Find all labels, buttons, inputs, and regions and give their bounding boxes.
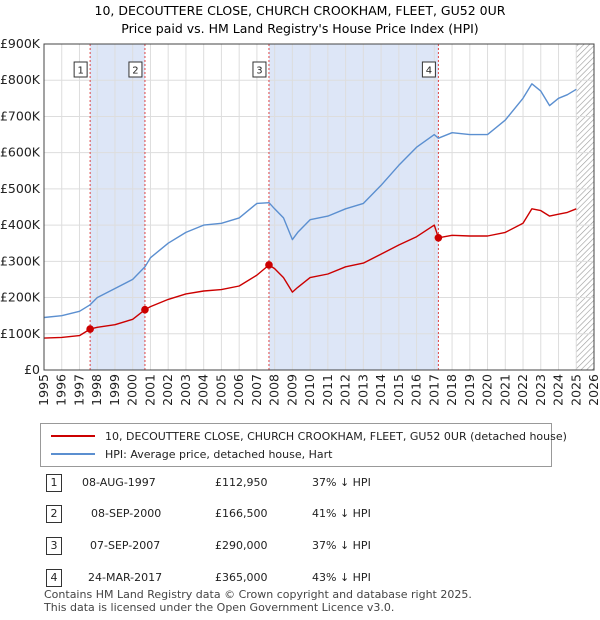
- sale-marker-label: 3: [256, 66, 262, 77]
- transaction-date: 24-MAR-2017: [88, 571, 163, 584]
- chart-subtitle: Price paid vs. HM Land Registry's House …: [121, 21, 478, 36]
- sale-point: [141, 305, 149, 314]
- transaction-number-badge: 2: [46, 505, 62, 523]
- x-tick-label: 2022: [515, 374, 530, 406]
- legend-item-property: 10, DECOUTTERE CLOSE, CHURCH CROOKHAM, F…: [51, 427, 567, 445]
- plot-frame: [43, 43, 595, 371]
- transaction-date: 08-SEP-2000: [91, 507, 162, 520]
- sale-marker-label: 1: [77, 66, 83, 77]
- x-tick-label: 1997: [71, 374, 86, 406]
- property-price-line: [43, 208, 577, 339]
- x-tick-label: 2024: [551, 374, 566, 406]
- x-tick-label: 2014: [373, 374, 388, 406]
- transaction-number-badge: 3: [46, 537, 62, 555]
- x-tick-label: 2008: [267, 374, 282, 406]
- transaction-hpi-diff: 37% ↓ HPI: [312, 539, 371, 552]
- y-tick-label: £400K: [0, 217, 41, 232]
- table-row: 1 08-AUG-1997 £112,950 37% ↓ HPI: [40, 472, 460, 494]
- x-tick-label: 1995: [36, 374, 51, 406]
- table-row: 4 24-MAR-2017 £365,000 43% ↓ HPI: [40, 567, 460, 589]
- sale-marker-label: 4: [426, 66, 432, 77]
- x-tick-label: 2016: [409, 374, 424, 406]
- x-tick-label: 2006: [231, 374, 246, 406]
- table-row: 2 08-SEP-2000 £166,500 41% ↓ HPI: [40, 503, 460, 525]
- x-tick-label: 2010: [302, 374, 317, 406]
- footer-attribution: Contains HM Land Registry data © Crown c…: [44, 588, 472, 614]
- transaction-date: 08-AUG-1997: [82, 476, 156, 489]
- x-tick-label: 2000: [125, 374, 140, 406]
- x-tick-label: 2015: [391, 374, 406, 406]
- chart-legend: 10, DECOUTTERE CLOSE, CHURCH CROOKHAM, F…: [40, 423, 567, 467]
- y-tick-label: £900K: [0, 36, 41, 51]
- x-tick-label: 2011: [320, 374, 335, 406]
- x-tick-label: 2018: [444, 374, 459, 406]
- legend-item-hpi: HPI: Average price, detached house, Hart: [51, 445, 332, 463]
- price-chart: 10, DECOUTTERE CLOSE, CHURCH CROOKHAM, F…: [0, 3, 600, 406]
- x-tick-label: 2023: [533, 374, 548, 406]
- hatched-region: [576, 44, 594, 370]
- sale-marker-box: [421, 61, 436, 78]
- y-tick-label: £300K: [0, 253, 41, 268]
- x-tick-label: 2004: [196, 374, 211, 406]
- y-tick-label: £600K: [0, 145, 41, 160]
- x-tick-label: 2013: [355, 374, 370, 406]
- x-tick-label: 1996: [54, 374, 69, 406]
- sale-marker-box: [252, 61, 267, 78]
- x-tick-label: 2007: [249, 374, 264, 406]
- ownership-period-shade: [90, 44, 145, 370]
- sale-marker-label: 2: [132, 66, 138, 77]
- x-tick-label: 1999: [107, 374, 122, 406]
- x-tick-label: 2009: [284, 374, 299, 406]
- x-tick-label: 2020: [480, 374, 495, 406]
- x-tick-label: 2001: [142, 374, 157, 406]
- footer-line-licence: This data is licensed under the Open Gov…: [44, 601, 395, 614]
- transaction-number-badge: 1: [46, 474, 62, 492]
- legend-label-hpi: HPI: Average price, detached house, Hart: [105, 447, 333, 461]
- transaction-price: £290,000: [215, 539, 268, 552]
- x-tick-label: 2012: [338, 374, 353, 406]
- y-tick-label: £0: [24, 362, 40, 377]
- x-tick-label: 2002: [160, 374, 175, 406]
- sale-point: [434, 233, 443, 242]
- y-tick-label: £200K: [0, 290, 41, 305]
- sale-marker-box: [128, 61, 143, 78]
- x-tick-label: 2017: [426, 374, 441, 406]
- sale-marker-box: [73, 61, 88, 78]
- x-tick-label: 2019: [462, 374, 477, 406]
- legend-swatch-property: [51, 435, 95, 437]
- y-tick-label: £500K: [0, 181, 41, 196]
- y-tick-label: £700K: [0, 108, 41, 123]
- legend-label-property: 10, DECOUTTERE CLOSE, CHURCH CROOKHAM, F…: [105, 429, 567, 443]
- transaction-hpi-diff: 43% ↓ HPI: [312, 571, 371, 584]
- sale-point: [86, 325, 94, 333]
- x-tick-label: 2025: [568, 374, 583, 406]
- chart-title: 10, DECOUTTERE CLOSE, CHURCH CROOKHAM, F…: [95, 3, 506, 18]
- x-tick-label: 2021: [497, 374, 512, 406]
- table-row: 3 07-SEP-2007 £290,000 37% ↓ HPI: [40, 535, 460, 557]
- x-tick-label: 1998: [89, 374, 104, 406]
- y-tick-label: £100K: [0, 326, 41, 341]
- transaction-price: £365,000: [215, 571, 268, 584]
- hpi-line: [43, 83, 577, 319]
- transaction-hpi-diff: 37% ↓ HPI: [312, 476, 371, 489]
- transaction-date: 07-SEP-2007: [90, 539, 161, 552]
- legend-swatch-hpi: [51, 453, 95, 455]
- transaction-hpi-diff: 41% ↓ HPI: [312, 507, 371, 520]
- transaction-number-badge: 4: [46, 569, 62, 587]
- transaction-price: £112,950: [215, 476, 268, 489]
- x-tick-label: 2005: [213, 374, 228, 406]
- footer-line-copyright: Contains HM Land Registry data © Crown c…: [44, 588, 472, 601]
- sale-point: [265, 261, 273, 269]
- x-tick-label: 2003: [178, 374, 193, 406]
- x-tick-label: 2026: [586, 374, 600, 406]
- transaction-price: £166,500: [215, 507, 268, 520]
- y-tick-label: £800K: [0, 72, 41, 87]
